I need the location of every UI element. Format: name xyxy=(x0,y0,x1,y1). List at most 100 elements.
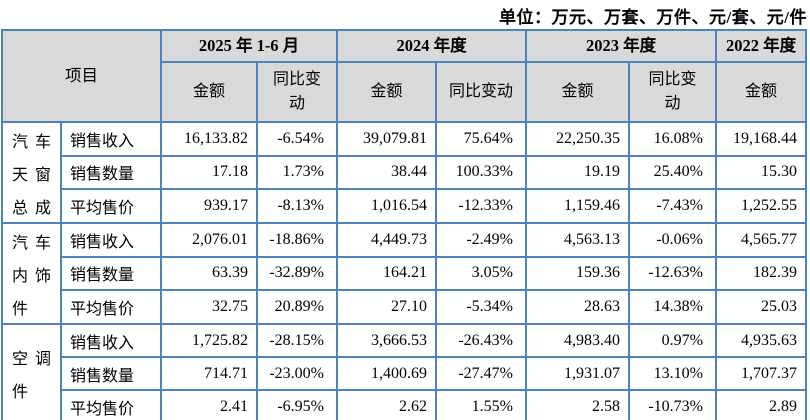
yoy-cell: -6.95% xyxy=(256,389,338,420)
category-name-line: 总成 xyxy=(12,199,51,217)
amount-cell: 1,159.46 xyxy=(525,188,630,224)
yoy-cell: -8.13% xyxy=(256,188,338,224)
yoy-cell: 3.05% xyxy=(435,255,527,292)
category-cell: 空调件 xyxy=(1,323,62,420)
amount-cell: 19,168.44 xyxy=(715,121,807,157)
amount-cell: 1,725.82 xyxy=(160,323,258,358)
category-cell: 汽车天窗总成 xyxy=(1,121,62,224)
yoy-cell: -27.47% xyxy=(435,356,527,391)
amount-cell: 1,707.37 xyxy=(715,356,807,391)
yoy-cell: 16.08% xyxy=(628,121,717,157)
yoy-cell: -12.33% xyxy=(435,188,527,224)
amount-cell: 714.71 xyxy=(160,356,258,391)
table-row: 销售数量 714.71 -23.00% 1,400.69 -27.47% 1,931.07… xyxy=(2,356,807,391)
table-row: 平均售价 939.17 -8.13% 1,016.54 -12.33% 1,159.46-… xyxy=(2,188,807,224)
amount-cell: 182.39 xyxy=(715,255,807,292)
header-period-2023: 2023 年度 xyxy=(525,29,717,63)
category-name-line: 件 xyxy=(12,300,29,318)
amount-cell: 159.36 xyxy=(525,255,630,292)
table-body: 汽车天窗总成销售收入 16,133.82 -6.54% 39,079.81 75.64%… xyxy=(1,121,807,420)
metric-cell: 销售收入 xyxy=(60,222,162,258)
amount-cell: 2.58 xyxy=(525,389,630,420)
metric-cell: 销售数量 xyxy=(60,356,162,391)
header-period-2022: 2022 年度 xyxy=(715,29,807,63)
amount-cell: 17.18 xyxy=(160,154,258,191)
header-amount-2024: 金额 xyxy=(336,61,437,123)
header-period-2024: 2024 年度 xyxy=(336,29,527,63)
header-yoy-2023: 同比变动 xyxy=(628,61,717,123)
category-name-line: 件 xyxy=(12,384,29,401)
header-yoy-2024: 同比变动 xyxy=(435,61,527,123)
header-row-periods: 项目 2025 年 1-6 月 2024 年度 2023 年度 2022 年度 xyxy=(1,29,807,123)
yoy-cell: -18.86% xyxy=(256,222,338,258)
category-name-line: 天窗 xyxy=(12,166,51,184)
amount-cell: 2.62 xyxy=(336,389,437,420)
table-row: 平均售价 2.41 -6.95% 2.62 1.55% 2.58 -10.73% 2.89 xyxy=(2,389,807,420)
category-cell: 汽车内饰件 xyxy=(1,222,62,325)
amount-cell: 19.19 xyxy=(525,154,630,191)
amount-cell: 39,079.81 xyxy=(336,121,437,157)
yoy-cell: 0.97% xyxy=(628,323,717,358)
amount-cell: 63.39 xyxy=(160,255,258,292)
yoy-cell: 25.40% xyxy=(628,154,717,191)
header-amount-2022: 金额 xyxy=(715,61,807,123)
amount-cell: 28.63 xyxy=(525,289,630,325)
yoy-cell: 75.64% xyxy=(435,121,527,157)
table-row: 平均售价 32.75 20.89% 27.10 -5.34% 28.63 14.38% 25.… xyxy=(2,289,807,325)
yoy-cell: -23.00% xyxy=(256,356,338,391)
amount-cell: 25.03 xyxy=(715,289,807,325)
amount-cell: 4,563.13 xyxy=(525,222,630,258)
metric-cell: 销售数量 xyxy=(60,154,162,191)
table-row: 空调件销售收入 1,725.82 -28.15% 3,666.53 -26.43% 4,9… xyxy=(1,323,807,420)
metric-cell: 平均售价 xyxy=(60,289,162,325)
amount-cell: 4,935.63 xyxy=(715,323,807,358)
yoy-cell: -7.43% xyxy=(628,188,717,224)
sales-data-table: 项目 2025 年 1-6 月 2024 年度 2023 年度 2022 年度 … xyxy=(1,29,807,420)
amount-cell: 4,565.77 xyxy=(715,222,807,258)
yoy-cell: 14.38% xyxy=(628,289,717,325)
metric-cell: 平均售价 xyxy=(60,188,162,224)
table-row: 汽车天窗总成销售收入 16,133.82 -6.54% 39,079.81 75.64%… xyxy=(1,121,807,224)
yoy-cell: 20.89% xyxy=(256,289,338,325)
header-item: 项目 xyxy=(1,29,162,123)
header-amount-2025: 金额 xyxy=(160,61,258,123)
table-row: 销售数量 63.39 -32.89% 164.21 3.05% 159.36 -12.63%… xyxy=(2,255,807,292)
amount-cell: 1,016.54 xyxy=(336,188,437,224)
yoy-cell: -2.49% xyxy=(435,222,527,258)
header-amount-2023: 金额 xyxy=(525,61,630,123)
yoy-cell: -6.54% xyxy=(256,121,338,157)
amount-cell: 4,983.40 xyxy=(525,323,630,358)
amount-cell: 939.17 xyxy=(160,188,258,224)
table-row: 销售数量 17.18 1.73% 38.44 100.33% 19.19 25.40% 15.… xyxy=(2,154,807,191)
metric-cell: 销售数量 xyxy=(60,255,162,292)
table-header: 项目 2025 年 1-6 月 2024 年度 2023 年度 2022 年度 … xyxy=(1,29,807,123)
yoy-cell: 1.73% xyxy=(256,154,338,191)
amount-cell: 2.89 xyxy=(715,389,807,420)
category-name-line: 汽车 xyxy=(12,133,51,151)
metric-cell: 平均售价 xyxy=(60,389,162,420)
yoy-cell: -32.89% xyxy=(256,255,338,292)
yoy-cell: -5.34% xyxy=(435,289,527,325)
amount-cell: 1,252.55 xyxy=(715,188,807,224)
category-name-line: 内饰 xyxy=(12,267,51,285)
yoy-cell: -26.43% xyxy=(435,323,527,358)
category-name-line: 空调 xyxy=(12,351,51,368)
amount-cell: 1,400.69 xyxy=(336,356,437,391)
yoy-cell: -10.73% xyxy=(628,389,717,420)
amount-cell: 22,250.35 xyxy=(525,121,630,157)
yoy-cell: -28.15% xyxy=(256,323,338,358)
amount-cell: 2.41 xyxy=(160,389,258,420)
yoy-cell: 100.33% xyxy=(435,154,527,191)
yoy-cell: -12.63% xyxy=(628,255,717,292)
category-name-line: 汽车 xyxy=(12,234,51,252)
yoy-cell: 1.55% xyxy=(435,389,527,420)
yoy-cell: -0.06% xyxy=(628,222,717,258)
unit-note: 单位：万元、万套、万件、元/套、元/件 xyxy=(499,8,807,27)
amount-cell: 27.10 xyxy=(336,289,437,325)
header-row-measures: 金额 同比变动 金额 同比变动 金额 同比变动 金额 xyxy=(2,61,807,123)
amount-cell: 15.30 xyxy=(715,154,807,191)
amount-cell: 38.44 xyxy=(336,154,437,191)
amount-cell: 4,449.73 xyxy=(336,222,437,258)
amount-cell: 164.21 xyxy=(336,255,437,292)
metric-cell: 销售收入 xyxy=(60,323,162,358)
